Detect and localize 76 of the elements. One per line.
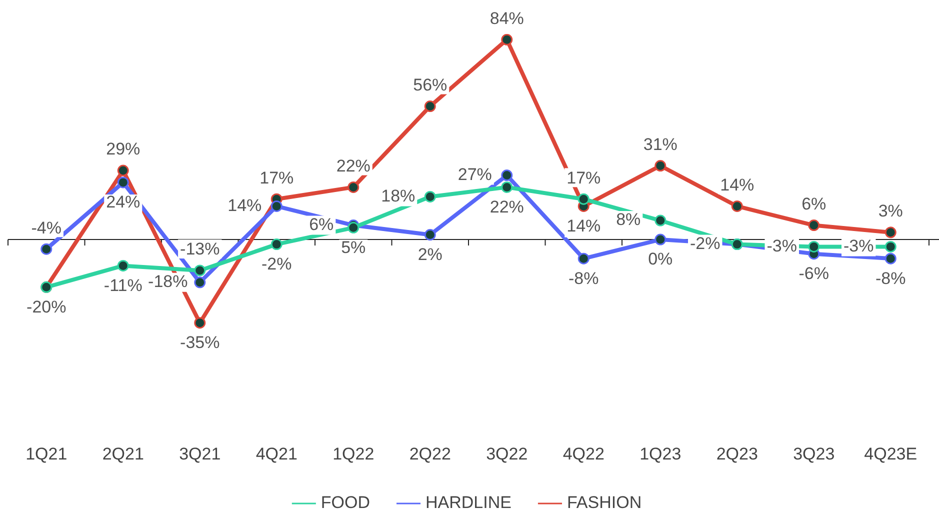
data-label: 18% bbox=[381, 186, 416, 206]
point bbox=[884, 240, 896, 252]
point bbox=[808, 240, 820, 252]
data-label: -4% bbox=[31, 218, 62, 238]
point bbox=[578, 193, 590, 205]
data-label: 5% bbox=[341, 238, 366, 257]
point bbox=[194, 276, 206, 288]
point bbox=[501, 170, 513, 182]
x-tick-label: 2Q22 bbox=[409, 444, 451, 464]
data-label: 6% bbox=[309, 214, 334, 234]
data-label: -20% bbox=[26, 297, 66, 316]
point bbox=[884, 226, 896, 238]
point bbox=[270, 200, 282, 212]
data-label: 3% bbox=[878, 202, 903, 221]
data-label: 29% bbox=[106, 140, 140, 159]
point bbox=[117, 176, 129, 188]
data-label: -11% bbox=[104, 276, 142, 295]
data-label: 84% bbox=[490, 8, 524, 28]
data-label: 14% bbox=[566, 216, 601, 236]
legend-label: FASHION bbox=[566, 493, 642, 512]
data-label: -3% bbox=[766, 236, 797, 256]
x-tick-label: 1Q23 bbox=[640, 444, 682, 464]
data-label: 31% bbox=[643, 134, 678, 154]
point bbox=[424, 100, 436, 112]
point bbox=[194, 317, 206, 329]
point bbox=[654, 214, 666, 226]
data-label: 8% bbox=[616, 210, 641, 230]
data-label: -13% bbox=[180, 240, 220, 259]
point bbox=[270, 238, 282, 250]
data-label: 22% bbox=[336, 156, 370, 176]
x-tick-label: 1Q22 bbox=[332, 444, 374, 464]
data-label: 14% bbox=[228, 196, 262, 215]
data-label: -8% bbox=[568, 268, 599, 288]
x-tick-label: 3Q21 bbox=[179, 444, 221, 464]
data-label: 56% bbox=[413, 75, 448, 94]
point bbox=[424, 190, 436, 202]
x-tick-label: 4Q22 bbox=[562, 444, 604, 464]
data-label: -6% bbox=[798, 264, 829, 284]
point bbox=[654, 234, 666, 246]
data-label: -8% bbox=[876, 268, 906, 288]
legend-label: HARDLINE bbox=[426, 493, 512, 512]
data-label: 0% bbox=[648, 250, 673, 269]
point bbox=[654, 160, 666, 172]
data-label: -18% bbox=[148, 272, 188, 292]
point bbox=[40, 243, 52, 255]
point bbox=[884, 252, 896, 264]
data-label: 14% bbox=[720, 175, 754, 194]
legend-label: FOOD bbox=[320, 493, 370, 512]
point bbox=[808, 220, 820, 232]
data-label: 17% bbox=[566, 168, 601, 188]
x-tick-label: 3Q23 bbox=[793, 444, 835, 464]
data-label: -2% bbox=[690, 234, 720, 253]
data-label: 6% bbox=[802, 194, 826, 214]
x-tick-label: 2Q23 bbox=[716, 444, 758, 464]
data-label: 17% bbox=[260, 168, 294, 188]
point bbox=[194, 264, 206, 276]
point bbox=[501, 181, 513, 193]
x-tick-label: 4Q21 bbox=[256, 444, 298, 464]
data-label: 24% bbox=[106, 192, 140, 212]
data-label: -3% bbox=[844, 236, 874, 256]
data-label: 27% bbox=[458, 164, 492, 184]
point bbox=[501, 34, 513, 46]
point bbox=[578, 252, 590, 264]
data-label: 22% bbox=[490, 197, 524, 216]
x-tick-label: 2Q21 bbox=[102, 444, 144, 464]
data-label: -2% bbox=[262, 254, 292, 274]
point bbox=[731, 200, 743, 212]
point bbox=[424, 229, 436, 241]
point bbox=[117, 260, 129, 272]
data-label: -35% bbox=[180, 333, 220, 352]
data-label: 2% bbox=[418, 244, 442, 264]
point bbox=[117, 164, 129, 176]
x-tick-label: 1Q21 bbox=[26, 444, 68, 464]
x-tick-label: 4Q23E bbox=[864, 444, 918, 464]
point bbox=[348, 181, 360, 193]
x-tick-label: 3Q22 bbox=[486, 444, 528, 464]
